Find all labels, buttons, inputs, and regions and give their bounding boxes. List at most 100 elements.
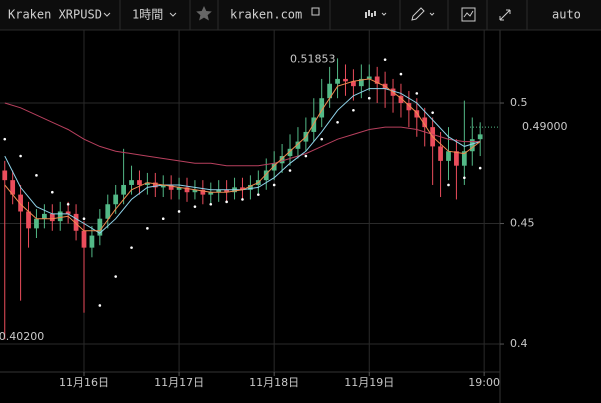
candle-body: [121, 184, 126, 195]
candle-body: [414, 110, 420, 118]
candle-body: [327, 83, 333, 99]
candle-body: [216, 189, 222, 193]
chevron: [381, 12, 387, 16]
candle-body: [152, 182, 158, 188]
sar-dot: [431, 111, 434, 114]
external-icon: [311, 7, 320, 16]
candle-body: [311, 117, 317, 132]
sar-dot: [98, 304, 102, 307]
favorite-star[interactable]: [196, 6, 212, 21]
candle-body: [319, 98, 325, 118]
sar-dot: [336, 121, 339, 124]
sar-dot: [415, 92, 419, 95]
candle-body: [208, 192, 214, 195]
candle-body: [366, 76, 372, 79]
candle-body: [137, 180, 142, 185]
candle-body: [422, 117, 428, 128]
y-tick-label: 0.5: [510, 96, 528, 109]
candle-body: [454, 151, 459, 166]
fullscreen-icon[interactable]: [499, 9, 511, 21]
sar-dot: [82, 217, 86, 221]
sar-dot: [35, 174, 38, 177]
x-tick-label: 11月17日: [154, 376, 204, 389]
chart-type-icon[interactable]: [365, 10, 376, 18]
chevron: [429, 12, 435, 16]
sar-dot: [352, 108, 355, 112]
scale-mode[interactable]: auto: [552, 8, 581, 22]
candle-body: [335, 78, 340, 84]
sar-dot: [225, 200, 228, 204]
candle-body: [129, 180, 134, 185]
y-tick-label: 0.4: [510, 337, 528, 350]
toolbar-bg: [0, 0, 601, 30]
candle-body: [398, 95, 404, 104]
candle-body: [145, 182, 150, 185]
sar-dot: [66, 202, 70, 206]
sar-dot: [19, 154, 22, 158]
last-price-box: [501, 119, 601, 136]
candle-body: [343, 78, 348, 82]
candle-body: [2, 170, 8, 181]
sar-dot: [161, 217, 165, 221]
indicator-glyph: [463, 10, 474, 18]
candle-body: [49, 213, 55, 222]
candle-body: [461, 151, 467, 166]
candle-body: [446, 151, 451, 161]
sar-dot: [383, 58, 387, 61]
draw-icon[interactable]: [411, 7, 425, 21]
candle-body: [73, 213, 79, 231]
sar-dot: [130, 246, 133, 249]
candle-body: [113, 194, 119, 205]
candle-body: [97, 218, 103, 236]
candle-body: [438, 146, 443, 161]
chevron: [169, 12, 177, 17]
candle-body: [65, 211, 71, 214]
sar-dot: [114, 275, 117, 278]
sar-dot: [241, 198, 244, 201]
site-link[interactable]: kraken.com: [230, 8, 302, 22]
candle-body: [406, 103, 412, 111]
candle-body: [200, 189, 206, 195]
price-annotation: 0.51853: [290, 52, 336, 65]
sar-dot: [193, 205, 197, 208]
symbol[interactable]: Kraken XRPUSD: [8, 8, 102, 22]
candle-body: [57, 211, 63, 222]
x-tick-label: 11月19日: [344, 376, 394, 389]
x-tick-label: 19:00: [468, 376, 500, 389]
sar-dot: [399, 72, 403, 76]
sar-dot: [272, 183, 276, 187]
candle-body: [105, 204, 111, 219]
last-price-label: 0.49000: [522, 120, 568, 133]
candle-body: [240, 187, 245, 190]
candle-body: [10, 180, 16, 195]
y-tick-label: 0.45: [510, 217, 535, 230]
candle-body: [295, 141, 301, 149]
sar-dot: [367, 96, 371, 100]
sar-dot: [447, 183, 450, 187]
moving-average: [4, 102, 481, 167]
indicator-icon[interactable]: [461, 7, 476, 22]
x-tick-label: 11月16日: [59, 376, 109, 389]
interval[interactable]: 1時間: [132, 8, 163, 22]
sar-dot: [463, 176, 466, 180]
candle-body: [248, 184, 253, 190]
candle-body: [41, 213, 47, 219]
price-annotation: 0.40200: [0, 330, 44, 343]
candle-body: [160, 184, 166, 188]
candle-body: [351, 81, 356, 87]
candle-body: [358, 78, 364, 87]
sar-dot: [146, 227, 149, 230]
x-tick-label: 11月18日: [249, 376, 299, 389]
candle-body: [263, 170, 269, 181]
candle-body: [287, 148, 293, 157]
sar-dot: [257, 193, 260, 196]
candle-body: [477, 134, 483, 140]
candle-body: [271, 163, 277, 171]
sar-dot: [304, 154, 308, 158]
candle-body: [34, 218, 39, 229]
sar-dot: [209, 202, 213, 206]
sar-dot: [177, 210, 181, 213]
sar-dot: [478, 166, 482, 170]
candle-body: [18, 194, 23, 212]
